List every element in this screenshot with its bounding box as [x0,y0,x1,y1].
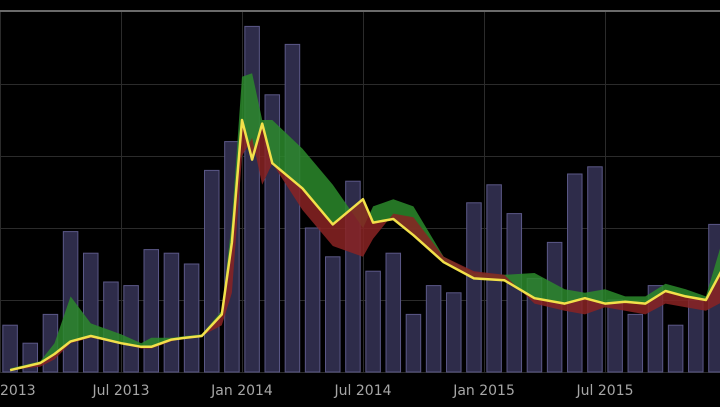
bar [385,252,402,373]
x-tick-label: Jul 2014 [334,383,392,399]
bar [587,166,603,373]
x-tick-label: Jul 2015 [576,383,634,399]
x-tick-label: 2013 [0,383,36,399]
bar [204,169,220,373]
bar [143,249,160,373]
bar [284,43,301,373]
bands [10,73,720,371]
bar [82,252,99,373]
series-line-group [9,118,720,372]
bar [627,313,644,373]
bar [304,227,321,373]
bar [607,299,623,373]
bar [425,285,442,373]
x-tick-label: Jan 2015 [452,383,515,399]
bar [163,252,180,373]
bar [667,324,684,373]
bar [365,270,381,373]
bar [567,173,583,373]
x-tick-label: Jul 2013 [92,383,150,399]
bars [2,25,720,373]
bar [506,213,523,373]
bar [183,263,200,373]
bar [446,292,462,373]
x-tick-label: Jan 2014 [210,383,273,399]
bar [103,281,119,373]
bar [123,285,139,373]
bar [466,202,482,373]
bar [325,256,341,373]
bar [2,324,18,373]
band-lower [10,120,720,371]
series-line [9,118,720,372]
x-axis-ticks: 2013 Jul 2013 Jan 2014 Jul 2014 Jan 2015 Jul … [0,383,634,399]
bar [405,313,422,373]
bar [688,299,704,373]
